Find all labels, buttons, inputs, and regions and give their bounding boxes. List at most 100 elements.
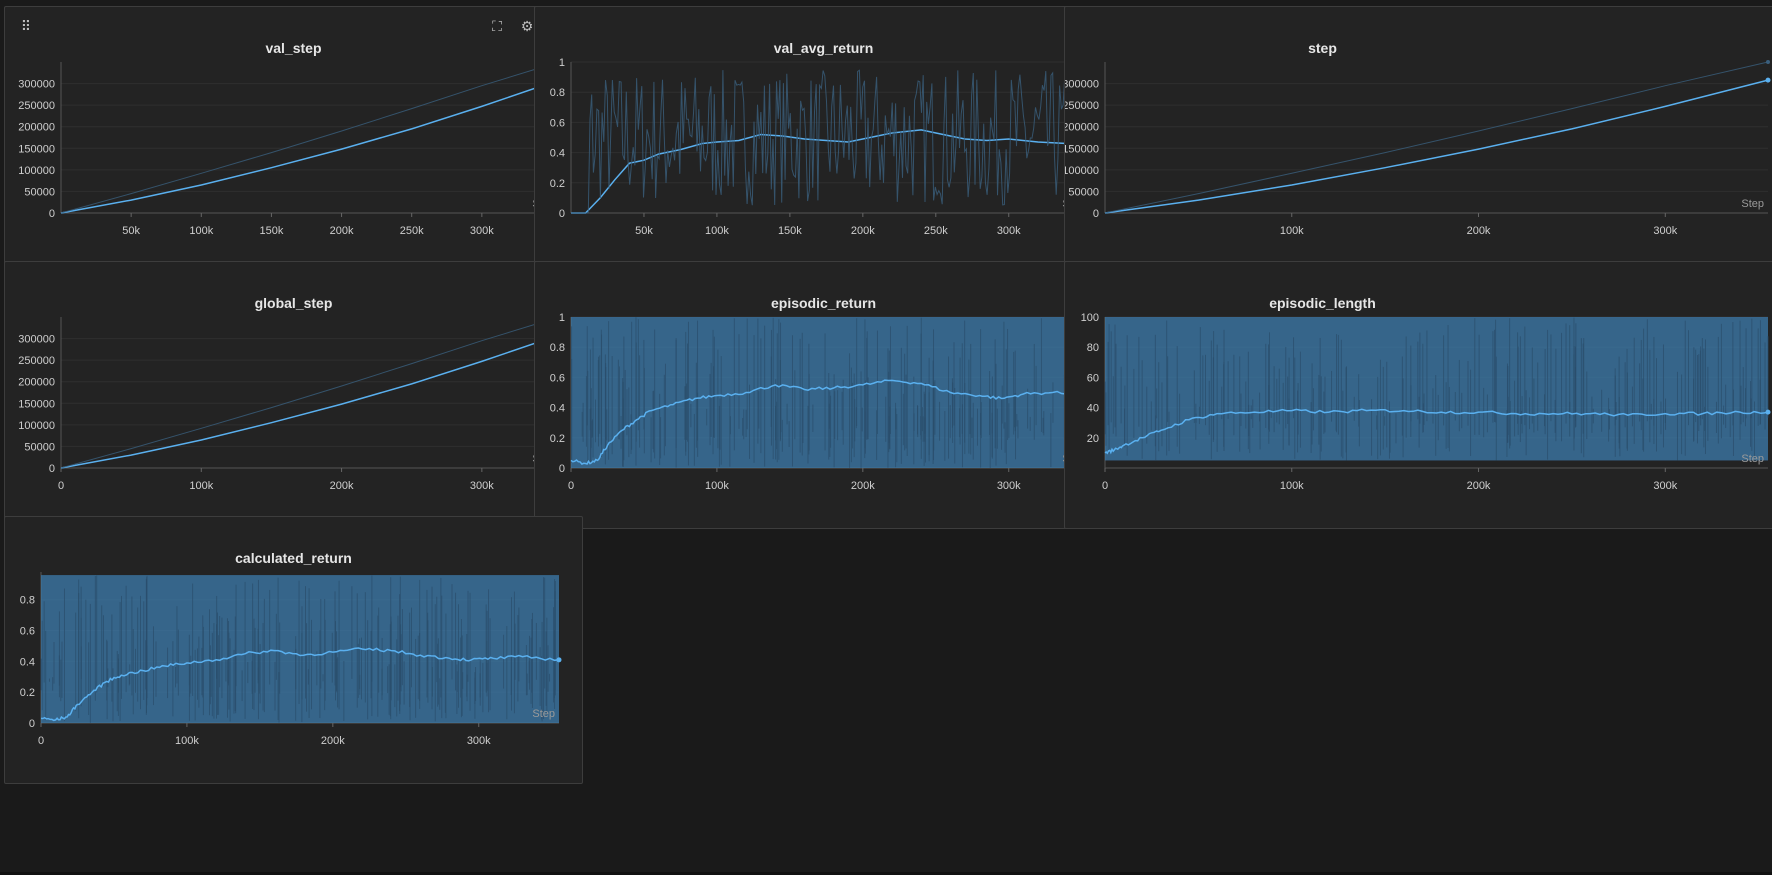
y-tick-label: 60 xyxy=(1087,372,1099,384)
x-tick-label: 200k xyxy=(330,480,354,492)
y-tick-label: 0.2 xyxy=(550,178,565,190)
y-tick-label: 0.4 xyxy=(20,656,35,668)
chart-panel-episodic-length[interactable]: episodic_length 20 40 60 80 100 0 100k 200k 300k… xyxy=(1064,261,1772,529)
chart-plot[interactable]: 0 50000 100000 150000 200000 250000 300000 50k 1… xyxy=(5,7,584,275)
chart-panel-val-step[interactable]: ⠿ ⛶ ⚙ ••• val_step 050000100000150000200… xyxy=(4,6,583,274)
y-tick-label: 300000 xyxy=(18,79,55,91)
gear-icon[interactable]: ⚙ xyxy=(520,17,534,34)
series-line-raw xyxy=(571,69,1090,214)
y-tick-label: 0.4 xyxy=(550,148,565,160)
x-tick-label: 300k xyxy=(1653,480,1677,492)
chart-title: global_step xyxy=(254,295,333,311)
y-tick-label: 0.8 xyxy=(550,87,565,99)
x-tick-label: 250k xyxy=(924,225,948,237)
x-tick-label: 100k xyxy=(1280,225,1304,237)
y-tick-label: 250000 xyxy=(18,355,55,367)
y-tick-label: 0 xyxy=(559,208,565,220)
x-tick-label: 50k xyxy=(122,225,140,237)
x-tick-label: 150k xyxy=(778,225,802,237)
y-tick-label: 0 xyxy=(49,208,55,220)
fullscreen-icon[interactable]: ⛶ xyxy=(492,17,502,34)
x-axis-step-label: Step xyxy=(1741,198,1764,210)
x-tick-label: 200k xyxy=(851,480,875,492)
chart-panel-calculated-return[interactable]: calculated_return 0 0.2 0.4 0.6 0.8 0 100k 200k… xyxy=(4,516,583,784)
series-endpoint xyxy=(1765,409,1771,415)
y-tick-label: 250000 xyxy=(1065,100,1099,112)
x-axis-step-label: Step xyxy=(532,708,555,720)
series-endpoint xyxy=(1765,77,1771,83)
y-tick-label: 200000 xyxy=(18,377,55,389)
x-axis-step-label: Step xyxy=(1741,453,1764,465)
y-tick-label: 0 xyxy=(559,463,565,475)
x-tick-label: 100k xyxy=(189,225,213,237)
chart-title: episodic_length xyxy=(1269,295,1376,311)
chart-title: step xyxy=(1308,40,1337,56)
chart-title: calculated_return xyxy=(235,550,352,566)
chart-plot[interactable]: 0 50000 100000 150000 200000 250000 300000 100k… xyxy=(1065,7,1772,275)
chart-plot[interactable]: 20 40 60 80 100 0 100k 200k 300k Step xyxy=(1065,262,1772,530)
y-tick-label: 0 xyxy=(29,718,35,730)
series-line xyxy=(1104,408,1769,455)
x-tick-label: 0 xyxy=(58,480,64,492)
y-tick-label: 0.6 xyxy=(550,372,565,384)
x-tick-label: 200k xyxy=(851,225,875,237)
x-tick-label: 200k xyxy=(321,735,345,747)
x-tick-label: 100k xyxy=(1280,480,1304,492)
x-tick-label: 150k xyxy=(259,225,283,237)
y-tick-label: 100 xyxy=(1081,312,1099,324)
y-tick-label: 0.6 xyxy=(20,626,35,638)
chart-panel-global-step[interactable]: global_step 0 50000 100000 150000 200000 2500… xyxy=(4,261,583,529)
y-tick-label: 40 xyxy=(1087,403,1099,415)
y-tick-label: 200000 xyxy=(18,122,55,134)
y-tick-label: 0.4 xyxy=(550,403,565,415)
x-tick-label: 0 xyxy=(568,480,574,492)
y-tick-label: 0 xyxy=(49,463,55,475)
y-tick-label: 80 xyxy=(1087,342,1099,354)
series-endpoint xyxy=(556,657,562,663)
chart-title: val_step xyxy=(265,40,322,56)
chart-title: episodic_return xyxy=(770,295,877,311)
x-tick-label: 200k xyxy=(330,225,354,237)
x-tick-label: 100k xyxy=(705,225,729,237)
range-band xyxy=(41,575,559,723)
x-tick-label: 200k xyxy=(1467,225,1491,237)
series-line-raw xyxy=(60,316,560,469)
x-tick-label: 0 xyxy=(38,735,44,747)
series-line-raw xyxy=(1104,61,1769,214)
chart-plot[interactable]: 00.20.40.60.810100k200k300kStep xyxy=(535,262,1114,530)
series-line xyxy=(570,379,1090,466)
chart-panel-val-avg-return[interactable]: val_avg_return 0 0.2 0.4 0.6 0.8 1 50k 100k 150k… xyxy=(534,6,1113,274)
y-tick-label: 150000 xyxy=(18,143,55,155)
x-tick-label: 300k xyxy=(470,225,494,237)
chart-plot[interactable]: 0 0.2 0.4 0.6 0.8 0 100k 200k 300k Step xyxy=(5,517,584,785)
y-tick-label: 300000 xyxy=(18,334,55,346)
y-tick-label: 0.2 xyxy=(550,433,565,445)
chart-panel-episodic-return[interactable]: episodic_return 0 0.2 0.4 0.6 0.8 1 0 100k 200k 3… xyxy=(534,261,1113,529)
chart-plot[interactable]: 00.20.40.60.8150k100k150k200k250k300k350… xyxy=(535,7,1114,275)
y-tick-label: 250000 xyxy=(18,100,55,112)
x-tick-label: 250k xyxy=(400,225,424,237)
y-tick-label: 50000 xyxy=(24,441,55,453)
chart-panel-step[interactable]: step 0 50000 100000 150000 200000 250000 30000… xyxy=(1064,6,1772,274)
y-tick-label: 0.8 xyxy=(550,342,565,354)
x-tick-label: 0 xyxy=(1102,480,1108,492)
x-tick-label: 300k xyxy=(997,225,1021,237)
y-tick-label: 1 xyxy=(559,57,565,69)
y-tick-label: 20 xyxy=(1087,433,1099,445)
y-tick-label: 150000 xyxy=(1065,143,1099,155)
series-endpoint xyxy=(1766,60,1770,64)
y-tick-label: 100000 xyxy=(18,165,55,177)
y-tick-label: 100000 xyxy=(1065,165,1099,177)
x-tick-label: 300k xyxy=(470,480,494,492)
x-tick-label: 200k xyxy=(1467,480,1491,492)
x-tick-label: 100k xyxy=(705,480,729,492)
series-line xyxy=(60,334,560,469)
y-tick-label: 50000 xyxy=(24,186,55,198)
series-line xyxy=(40,647,560,722)
bottom-strip xyxy=(0,872,1772,875)
drag-handle-icon[interactable]: ⠿ xyxy=(20,17,32,34)
chart-title: val_avg_return xyxy=(773,40,874,56)
y-tick-label: 0.2 xyxy=(20,687,35,699)
series-line xyxy=(60,79,560,214)
